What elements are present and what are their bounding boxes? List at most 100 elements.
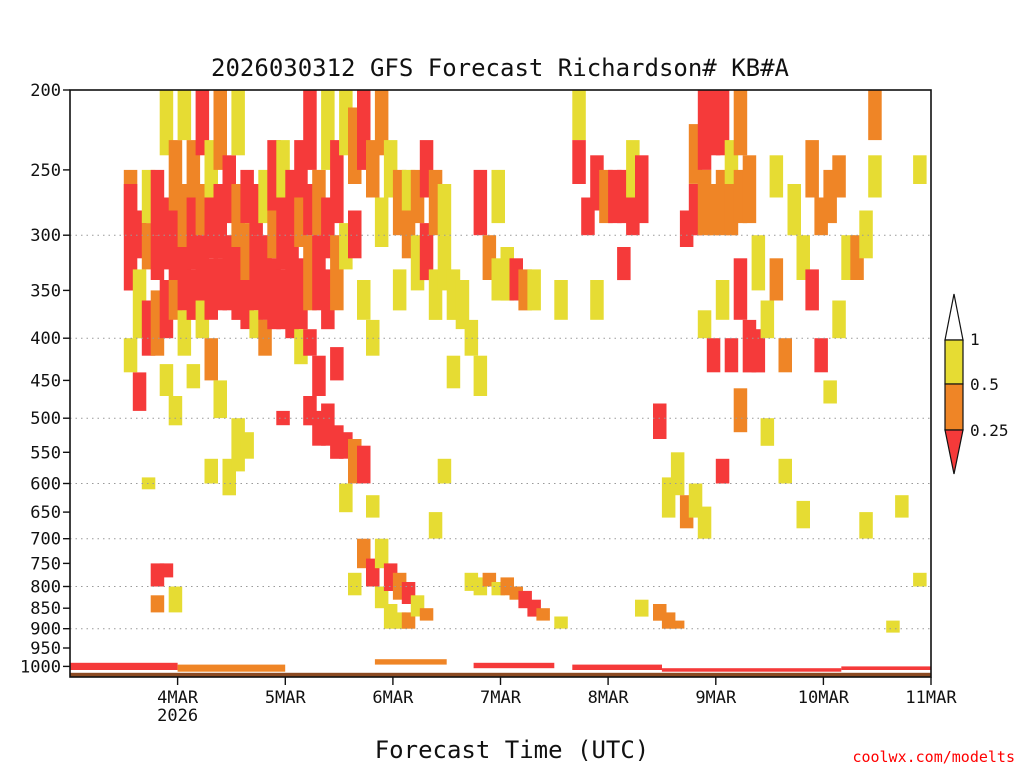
heatmap-cell	[742, 155, 757, 224]
heatmap-cell	[751, 329, 766, 373]
x-tick-label: 7MAR	[480, 688, 522, 708]
heatmap-cell	[913, 155, 927, 184]
y-tick-label: 400	[30, 329, 61, 349]
y-tick-label: 700	[30, 530, 61, 550]
colorbar-label: 0.5	[970, 375, 999, 394]
heatmap-cell	[733, 258, 748, 320]
heatmap-cell	[832, 300, 846, 339]
heatmap-cell	[859, 210, 873, 259]
heatmap-cell	[554, 280, 568, 320]
heatmap-cell	[348, 572, 362, 596]
colorbar-legend: 1 0.5 0.25	[944, 293, 1009, 475]
heatmap-cell	[330, 140, 344, 224]
x-axis-label: Forecast Time (UTC)	[375, 736, 650, 764]
near-surface-cell	[841, 666, 931, 670]
y-tick-label: 250	[30, 161, 61, 181]
x-tick-label: 6MAR	[372, 688, 414, 708]
heatmap-cell	[204, 338, 218, 381]
heatmap-cell	[374, 538, 389, 569]
heatmap-cell	[159, 90, 174, 156]
y-tick-label: 300	[30, 226, 61, 246]
colorbar-top-arrow	[944, 293, 964, 341]
heatmap-cell	[276, 410, 290, 426]
heatmap-cell	[697, 506, 712, 539]
heatmap-cell	[168, 586, 183, 613]
heatmap-cell	[348, 210, 362, 259]
heatmap-cell	[303, 90, 317, 170]
chart-title: 2026030312 GFS Forecast Richardson# KB#A	[211, 54, 790, 82]
heatmap-cell	[473, 169, 488, 236]
heatmap-cell	[213, 90, 227, 170]
heatmap-cell	[769, 258, 784, 301]
heatmap-cell	[240, 432, 254, 459]
heatmap-cell	[446, 355, 461, 389]
heatmap-cell	[715, 90, 730, 156]
y-tick-label: 900	[30, 620, 61, 640]
ground-surface	[70, 672, 931, 677]
gridlines	[70, 234, 931, 630]
heatmap-cell	[572, 140, 586, 184]
credit-link[interactable]: coolwx.com/modelts	[852, 748, 1015, 766]
y-axis-ticks: 200 250 300 350 400 450 500 550 600 650 700 750 8008…	[20, 81, 70, 677]
x-tick-label: 4MAR	[157, 688, 199, 708]
ground-band	[70, 672, 931, 677]
heatmap-cell	[168, 396, 183, 426]
heatmap-cell	[330, 347, 344, 381]
heatmap-cell	[231, 90, 245, 156]
y-tick-label: 650	[30, 503, 61, 523]
heatmap-cell	[527, 269, 541, 311]
heatmap-cell	[357, 280, 371, 320]
y-tick-label: 600	[30, 475, 61, 495]
heatmap-cell	[733, 388, 748, 433]
heatmap-cell	[437, 458, 452, 484]
near-surface-cell	[661, 668, 842, 672]
heatmap-cell	[913, 572, 927, 587]
data-cells	[70, 90, 931, 672]
heatmap-cell	[670, 452, 685, 496]
heatmap-cell	[303, 329, 317, 356]
colorbar-yellow-swatch	[944, 339, 964, 385]
heatmap-cell	[805, 269, 819, 311]
heatmap-cell	[751, 235, 766, 291]
heatmap-cell	[697, 310, 712, 339]
heatmap-cell	[572, 90, 586, 141]
x-tick-label: 5MAR	[265, 688, 307, 708]
heatmap-cell	[715, 458, 730, 484]
heatmap-cell	[733, 90, 748, 156]
heatmap-cell	[186, 364, 201, 389]
heatmap-cell	[150, 595, 165, 613]
heatmap-cell	[464, 319, 479, 356]
x-tick-label: 10MAR	[798, 688, 850, 708]
near-surface-cell	[374, 659, 447, 665]
heatmap-cell	[868, 90, 882, 141]
heatmap-cell	[724, 338, 739, 373]
y-tick-label: 850	[30, 599, 61, 619]
heatmap-cell	[177, 90, 192, 141]
x-tick-label: 11MAR	[905, 688, 957, 708]
near-surface-cell	[177, 664, 286, 672]
near-surface-cell	[572, 664, 662, 670]
y-tick-label: 450	[30, 371, 61, 391]
heatmap-cell	[653, 403, 667, 439]
heatmap-cell	[374, 90, 389, 156]
heatmap-cell	[123, 338, 138, 373]
heatmap-cell	[635, 155, 649, 224]
heatmap-cell	[195, 90, 210, 156]
heatmap-cell	[554, 616, 568, 629]
colorbar-orange-swatch	[944, 383, 964, 431]
heatmap-cell	[374, 586, 389, 609]
heatmap-cell	[473, 355, 488, 396]
heatmap-cell	[859, 512, 873, 539]
heatmap-cell	[159, 563, 174, 578]
heatmap-cell	[419, 223, 434, 281]
x-tick-sublabel: 2026	[157, 706, 198, 726]
heatmap-cell	[760, 418, 775, 446]
y-tick-label: 750	[30, 554, 61, 574]
heatmap-cell	[366, 495, 380, 518]
x-tick-label: 8MAR	[588, 688, 630, 708]
heatmap-cell	[760, 300, 775, 339]
heatmap-cell	[778, 458, 792, 484]
heatmap-cell	[796, 235, 810, 280]
